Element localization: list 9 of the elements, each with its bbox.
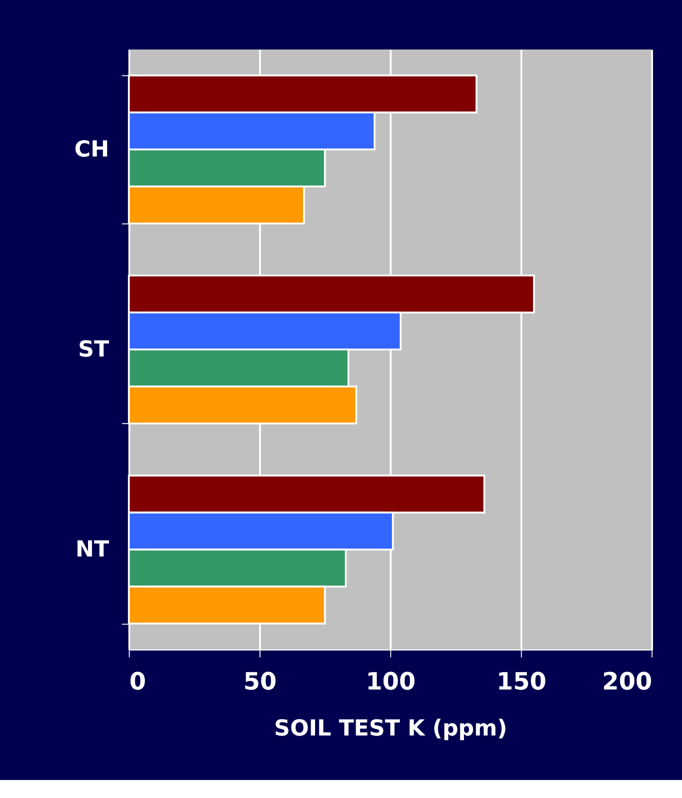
y-tick-label: ST xyxy=(78,337,110,362)
x-tick-label: 0 xyxy=(129,668,146,696)
x-tick-label: 150 xyxy=(496,668,546,696)
x-tick-label: 50 xyxy=(243,668,277,696)
y-tick-label: NT xyxy=(76,537,110,562)
x-tick-label: 100 xyxy=(366,668,416,696)
x-tick-label: 200 xyxy=(602,668,652,696)
x-axis-title: SOIL TEST K (ppm) xyxy=(274,716,508,742)
y-tick-label: CH xyxy=(74,137,110,162)
